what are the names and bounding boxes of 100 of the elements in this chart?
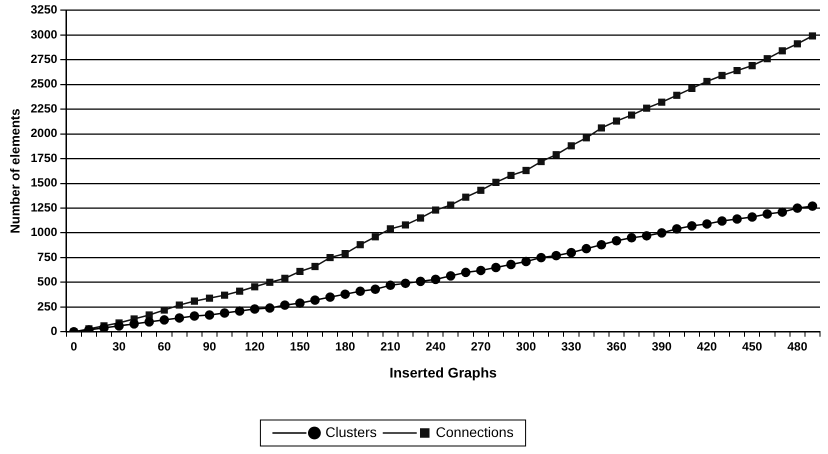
point [734,66,741,74]
point [265,303,275,313]
y-tick-label: 500 [37,274,58,289]
point [702,219,712,229]
point [430,274,440,284]
x-tick-label: 450 [742,339,762,354]
point [643,104,650,112]
legend-label: Connections [436,424,514,440]
point [236,288,244,295]
point [400,278,410,288]
point [551,250,561,260]
y-tick-label: 1750 [30,150,58,165]
point [146,311,153,319]
point [477,186,484,194]
point [251,283,258,290]
point [808,201,818,211]
x-tick-label: 300 [516,339,536,354]
y-tick-label: 1000 [30,225,58,240]
point [250,304,260,314]
point [114,321,124,331]
point [628,112,636,119]
point [266,278,274,286]
point [356,241,364,248]
x-tick-label: 480 [787,339,808,354]
point [144,317,154,327]
point [447,202,454,209]
point [386,280,396,290]
point [808,32,816,40]
point [568,142,575,150]
point [174,313,184,323]
point [522,166,530,174]
point [732,214,742,224]
point [507,172,515,180]
point [673,92,680,99]
x-tick-label: 60 [158,339,172,354]
point [129,319,139,329]
point [416,276,426,286]
point [190,298,198,305]
point [687,221,697,231]
point [280,300,290,310]
x-tick-label: 330 [561,339,582,354]
point [386,225,394,232]
point [461,268,471,278]
point [538,158,545,166]
point [778,207,788,217]
point [748,62,756,70]
point [492,178,500,186]
point [190,311,200,321]
point [747,212,757,222]
point [310,295,320,305]
point [296,268,304,276]
point [476,266,486,276]
point [281,274,288,282]
x-tick-label: 90 [202,339,216,354]
point [566,248,576,258]
point [446,271,456,281]
point [220,308,230,318]
x-tick-label: 0 [70,339,78,354]
y-tick-label: 2500 [30,76,58,91]
point [416,214,424,222]
point [325,292,335,302]
point [688,84,696,92]
point [521,256,531,266]
point [234,306,244,316]
point [204,310,214,320]
x-tick-label: 390 [652,339,672,354]
point [792,203,802,213]
point [642,231,652,241]
x-tick-label: 270 [470,339,492,354]
point [612,236,622,246]
y-tick-label: 250 [37,299,58,314]
point [99,323,109,332]
y-tick-label: 0 [50,324,58,338]
point [582,134,590,142]
y-tick-label: 750 [37,250,58,264]
y-axis-title: Number of elements [7,108,22,234]
legend-label: Clusters [325,424,377,440]
point [703,78,711,86]
x-tick-label: 240 [426,339,446,354]
point [491,262,501,272]
point [718,72,726,80]
point [794,40,801,48]
point [717,216,727,226]
x-tick-label: 360 [606,339,627,354]
point [402,221,410,229]
point [342,250,349,258]
point [778,47,786,54]
y-tick-label: 1500 [30,176,58,190]
point [220,292,228,299]
x-tick-label: 150 [290,339,310,354]
point [582,244,592,254]
x-tick-label: 30 [112,339,126,354]
point [432,206,440,214]
x-tick-label: 420 [696,339,718,354]
x-axis-title: Inserted Graphs [389,364,498,380]
point [311,262,319,270]
point [536,252,546,262]
y-tick-label: 2000 [30,126,58,140]
point [372,233,379,240]
point [295,298,305,308]
